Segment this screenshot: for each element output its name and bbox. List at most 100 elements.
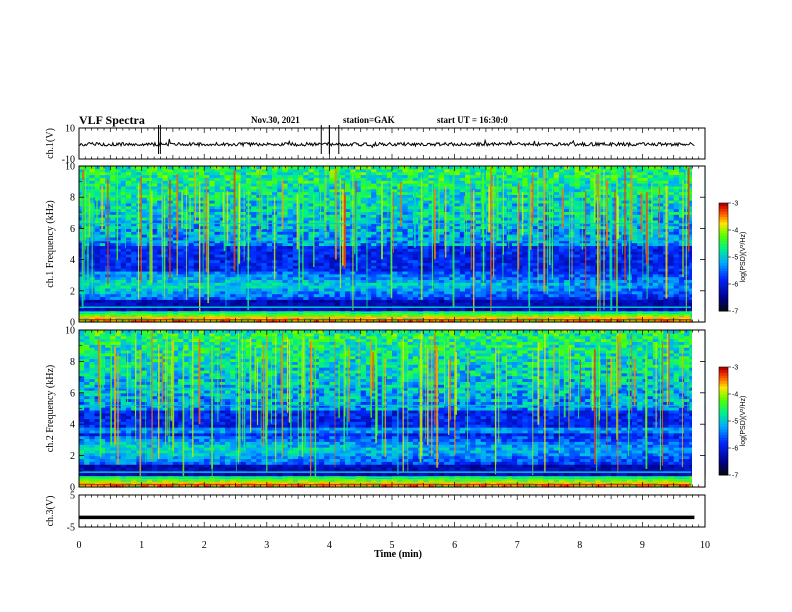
spectrogram-cell (522, 307, 529, 312)
spectrogram-cell (428, 299, 435, 303)
spectrogram-cell (511, 299, 518, 303)
spectrogram-cell (465, 290, 471, 295)
spectrogram-cell (365, 222, 372, 227)
spectrogram-cell (465, 185, 471, 190)
spectrogram-cell (511, 302, 518, 306)
spectrogram-cell (282, 225, 289, 229)
spectrogram-cell (402, 202, 409, 207)
spectrogram-cell (449, 202, 456, 207)
spectrogram-cell (376, 287, 383, 292)
spectrogram-cell (376, 231, 383, 235)
spectrogram-cell (298, 251, 304, 255)
spectrogram-cell (365, 253, 372, 258)
spectrogram-cell (251, 205, 257, 210)
spectrogram-cell (235, 319, 242, 323)
spectrogram-cell (423, 202, 430, 207)
spectrogram-cell (402, 299, 409, 303)
spectrogram-cell (423, 239, 430, 244)
spectrogram-cell (131, 171, 137, 176)
spectrogram-cell (392, 208, 398, 212)
spectrogram-cell (501, 191, 508, 195)
spectrogram-cell (376, 293, 383, 298)
spectrogram-cell (365, 276, 372, 281)
spectrogram-cell (402, 307, 409, 312)
spectrogram-cell (485, 293, 492, 298)
spectrogram-cell (261, 242, 268, 247)
spectrogram-cell (459, 194, 466, 198)
spectrogram-cell (193, 219, 200, 224)
spectrogram-cell (371, 239, 377, 244)
spectrogram-cell (386, 197, 393, 201)
spectrogram-cell (428, 200, 435, 204)
spectrogram-cell (251, 265, 257, 269)
spectrogram-cell (193, 197, 200, 201)
spectrogram-cell (214, 262, 221, 266)
spectrogram-cell (318, 285, 325, 289)
spectrogram-cell (115, 211, 122, 215)
spectrogram-cell (433, 248, 440, 252)
spectrogram-cell (110, 228, 117, 232)
spectrogram-cell (193, 279, 200, 283)
spectrogram-cell (438, 183, 445, 187)
spectrogram-cell (172, 200, 179, 204)
spectrogram-cell (115, 183, 122, 187)
spectrogram-cell (308, 183, 315, 187)
spectrogram-cell (308, 188, 315, 193)
spectrogram-cell (298, 248, 304, 252)
spectrogram-cell (318, 270, 325, 275)
spectrogram-cell (110, 197, 117, 201)
spectrogram-cell (198, 245, 205, 249)
spectrogram-cell (115, 217, 122, 221)
spectrogram-cell (115, 276, 122, 281)
spectrogram-cell (266, 279, 273, 283)
spectrogram-cell (376, 302, 383, 306)
spectrogram-cell (334, 202, 341, 207)
spectrogram-cell (214, 276, 221, 281)
spectrogram-cell (136, 166, 143, 170)
spectrogram-cell (225, 307, 231, 312)
spectrogram-cell (475, 166, 482, 170)
spectrogram-cell (324, 211, 330, 215)
spectrogram-cell (428, 208, 435, 212)
spectrogram-cell (89, 319, 96, 323)
spectrogram-cell (225, 273, 231, 278)
spectrogram-cell (465, 285, 471, 289)
spectrogram-cell (172, 239, 179, 244)
spectrogram-cell (272, 302, 278, 306)
spectrogram-cell (511, 290, 518, 295)
spectrogram-cell (511, 251, 518, 255)
spectrogram-cell (438, 259, 445, 264)
spectrogram-cell (454, 202, 461, 207)
spectrogram-cell (303, 251, 310, 255)
spectrogram-cell (402, 236, 409, 241)
spectrogram-cell (392, 290, 398, 295)
spectrogram-cell (256, 242, 263, 247)
spectrogram-cell (266, 219, 273, 224)
spectrogram-cell (355, 262, 362, 266)
spectrogram-cell (475, 253, 482, 258)
spectrogram-cell (407, 231, 414, 235)
spectrogram-cell (115, 273, 122, 278)
spectrogram-cell (318, 307, 325, 312)
spectrogram-cell (444, 211, 450, 215)
spectrogram-cell (376, 256, 383, 261)
spectrogram-cell (449, 287, 456, 292)
spectrogram-cell (428, 285, 435, 289)
spectrogram-cell (99, 259, 106, 264)
spectrogram-cell (303, 191, 310, 195)
spectrogram-cell (240, 211, 247, 215)
spectrogram-cell (287, 302, 294, 306)
spectrogram-cell (115, 228, 122, 232)
spectrogram-cell (365, 217, 372, 221)
spectrogram-cell (496, 285, 503, 289)
spectrogram-cell (110, 296, 117, 300)
spectrogram-cell (444, 239, 450, 244)
spectrogram-cell (136, 268, 143, 272)
spectrogram-cell (266, 319, 273, 323)
spectrogram-cell (157, 200, 164, 204)
spectrogram-cell (501, 270, 508, 275)
spectrogram-cell (204, 268, 211, 272)
spectrogram-cell (131, 253, 137, 258)
spectrogram-cell (444, 259, 450, 264)
